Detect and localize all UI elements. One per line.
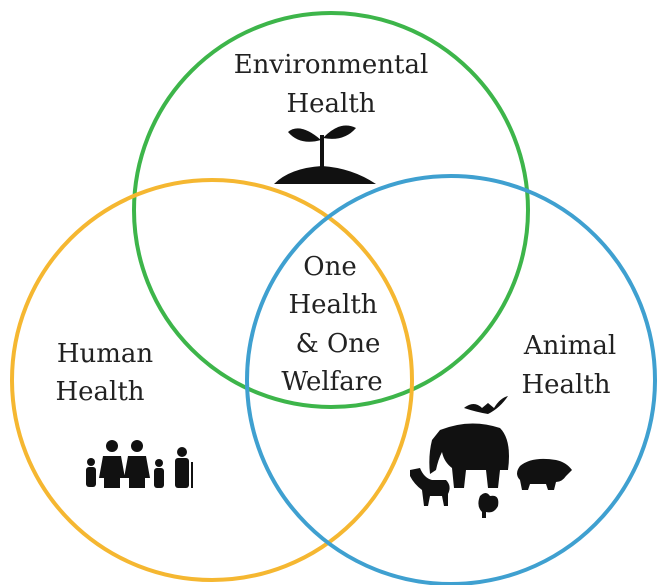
label: Health [521, 370, 610, 400]
animal-circle [245, 174, 657, 585]
label: One [303, 252, 356, 282]
label: Environmental [234, 50, 429, 80]
label: & One [296, 329, 381, 359]
people-icon [86, 440, 193, 488]
elephant-icon [429, 423, 509, 488]
environmental-circle [132, 11, 530, 409]
label: Welfare [281, 367, 382, 397]
goat-icon [410, 468, 450, 506]
human-circle [10, 178, 414, 582]
chicken-icon [478, 493, 499, 518]
label: Health [288, 290, 377, 320]
label: Human [57, 339, 154, 369]
label: Health [55, 377, 144, 407]
label: Health [286, 89, 375, 119]
label: Animal [523, 331, 616, 361]
bat-icon [464, 396, 508, 414]
sprout-icon [274, 125, 376, 184]
pig-icon [517, 458, 572, 490]
